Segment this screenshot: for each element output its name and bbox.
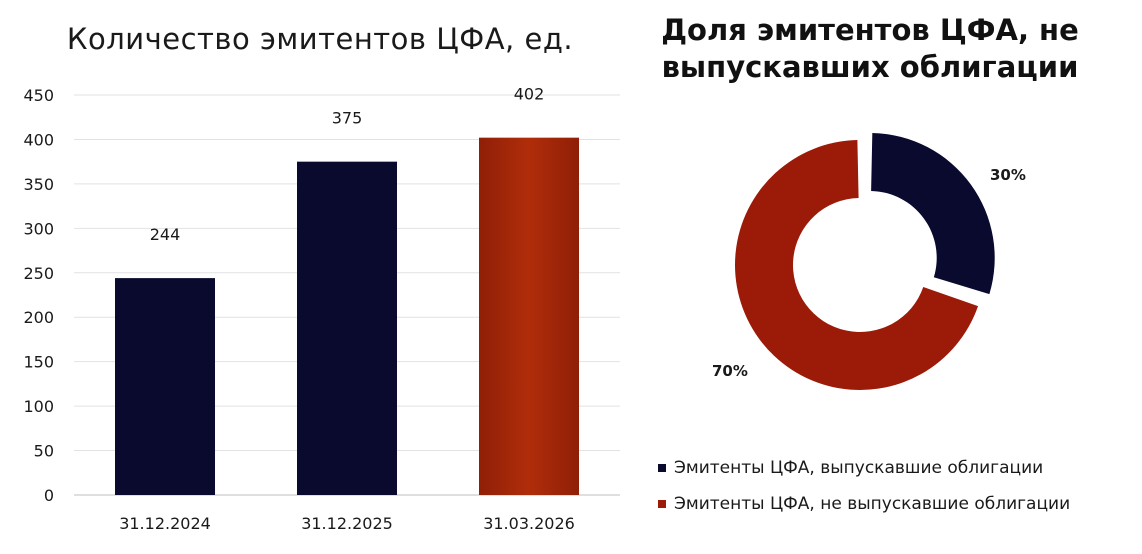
donut-chart [735, 132, 995, 390]
y-tick-label: 0 [44, 486, 54, 505]
donut-slice [871, 132, 995, 295]
y-tick-label: 200 [23, 308, 54, 327]
x-tick-label: 31.12.2025 [301, 514, 393, 533]
y-tick-label: 250 [23, 264, 54, 283]
x-tick-label: 31.03.2026 [483, 514, 575, 533]
legend-item-not-issued: Эмитенты ЦФА, не выпускавшие облигации [658, 494, 1070, 514]
x-tick-label: 31.12.2024 [119, 514, 211, 533]
bar-chart: 0 50 100 150 200 250 300 350 400 450 244 31.12.2024… [23, 85, 620, 533]
bar [297, 161, 397, 495]
donut-label-70: 70% [712, 362, 748, 380]
donut-slice [735, 140, 979, 390]
y-tick-label: 300 [23, 219, 54, 238]
bar [115, 278, 215, 495]
bar-chart-title: Количество эмитентов ЦФА, ед. [66, 22, 574, 56]
bar-data-label: 244 [150, 225, 181, 244]
y-tick-label: 350 [23, 175, 54, 194]
donut-label-30: 30% [990, 166, 1026, 184]
legend-label-not-issued: Эмитенты ЦФА, не выпускавшие облигации [674, 494, 1071, 514]
legend-swatch-issued [658, 464, 666, 472]
legend-label-issued: Эмитенты ЦФА, выпускавшие облигации [674, 458, 1044, 478]
y-tick-label: 50 [34, 442, 54, 461]
y-tick-label: 450 [23, 86, 54, 105]
bar-data-label: 375 [332, 109, 363, 128]
y-tick-label: 150 [23, 353, 54, 372]
legend-item-issued: Эмитенты ЦФА, выпускавшие облигации [658, 458, 1043, 478]
bar [479, 137, 579, 495]
bar-data-label: 402 [514, 85, 545, 104]
y-tick-label: 100 [23, 397, 54, 416]
donut-chart-title: Доля эмитентов ЦФА, не выпускавших облиг… [661, 13, 1079, 84]
y-tick-label: 400 [23, 130, 54, 149]
legend-swatch-not-issued [658, 500, 666, 508]
